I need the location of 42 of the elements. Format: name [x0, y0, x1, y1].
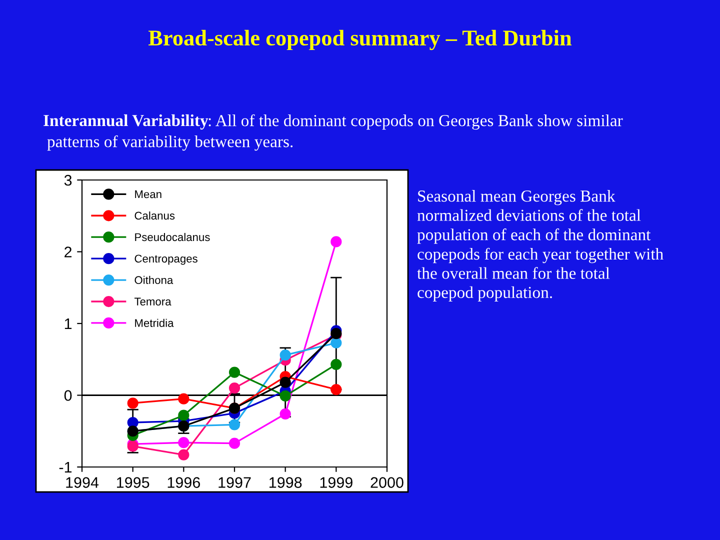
- x-tick-label: 1999: [320, 477, 352, 488]
- point: [280, 408, 291, 420]
- text: : All of the dominant copepods on Georges Bank show similar: [208, 114, 623, 130]
- point: [280, 376, 291, 388]
- point: [178, 449, 190, 460]
- legend-label: Metridia: [135, 318, 174, 327]
- point: [330, 358, 342, 370]
- legend-label: Pseudocalanus: [135, 232, 210, 242]
- point: [127, 398, 138, 409]
- point: [280, 350, 291, 361]
- point: [178, 410, 190, 421]
- y-tick-label: 1: [64, 318, 72, 330]
- point: [228, 419, 240, 430]
- x-tick-label: 2000: [370, 477, 404, 488]
- x-tick-label: 1994: [66, 477, 99, 488]
- y-tick-label: 2: [64, 246, 72, 258]
- point: [178, 393, 190, 404]
- y-tick-label: -1: [59, 462, 72, 473]
- text: patterns of variability between years.: [47, 135, 293, 151]
- point: [228, 366, 240, 378]
- text: Interannual Variability: [44, 114, 208, 130]
- y-tick-label: 0: [64, 390, 72, 401]
- point: [330, 337, 342, 348]
- legend-label: Temora: [134, 298, 172, 306]
- x-tick-label: 1996: [168, 477, 200, 488]
- point: [178, 437, 190, 448]
- y-tick-label: 3: [64, 174, 72, 186]
- point: [330, 236, 342, 248]
- x-tick-label: 1998: [270, 477, 302, 488]
- point: [127, 440, 138, 452]
- point: [228, 382, 240, 394]
- legend-label: Oithona: [134, 276, 174, 284]
- x-tick-label: 1995: [117, 477, 150, 488]
- chart-title: Broad-scale copepod summary – Ted Durbin: [148, 30, 572, 50]
- text: Seasonal mean Georges Bank normalized deviations of the total population of each of the dominant copepods for each year together with the overall mean for the total copepod population.: [417, 190, 664, 302]
- point: [228, 438, 240, 449]
- legend-label: Mean: [135, 190, 162, 198]
- legend-label: Centropages: [134, 254, 198, 265]
- x-tick-label: 1997: [218, 477, 251, 488]
- point: [330, 384, 342, 396]
- point: [280, 390, 291, 402]
- legend-label: Calanus: [134, 211, 175, 220]
